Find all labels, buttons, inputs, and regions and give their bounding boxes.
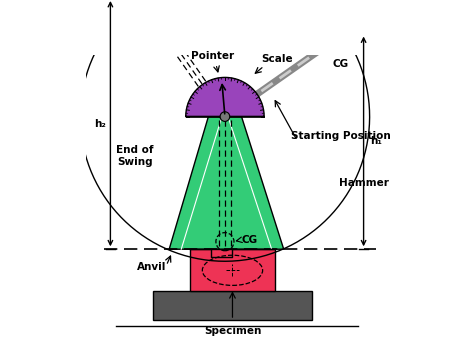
Text: Anvil: Anvil [137,262,166,272]
Polygon shape [169,117,284,249]
Circle shape [326,16,361,51]
Text: End of
Swing: End of Swing [117,145,154,167]
Text: h₂: h₂ [94,118,106,129]
Text: Specimen: Specimen [204,326,261,336]
Text: Scale: Scale [261,54,293,64]
Text: Hammer: Hammer [339,178,389,188]
Text: Starting Position: Starting Position [291,131,391,141]
Text: CG: CG [242,235,258,245]
Polygon shape [190,249,274,292]
Text: h₁: h₁ [370,136,382,146]
Text: CG: CG [332,59,348,69]
Polygon shape [186,78,264,117]
Polygon shape [153,292,312,320]
Circle shape [220,112,230,121]
Text: Pointer: Pointer [191,51,235,61]
